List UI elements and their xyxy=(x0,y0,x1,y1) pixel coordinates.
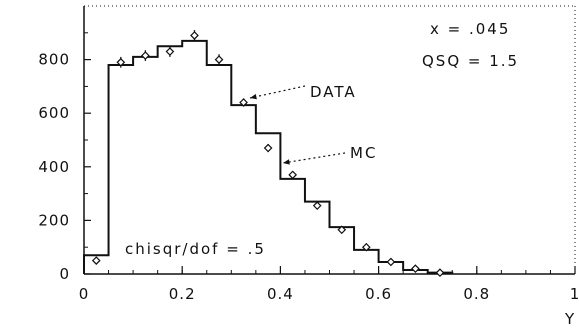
data-label: DATA xyxy=(310,83,357,101)
data-point xyxy=(165,47,175,56)
x-tick-label: 0.4 xyxy=(267,285,294,303)
y-tick-label: 200 xyxy=(38,211,70,229)
x-tick-label: 0.2 xyxy=(169,285,196,303)
mc-label: MC xyxy=(350,144,377,162)
fit-quality-label: chisqr/dof = .5 xyxy=(125,240,266,258)
mc-series-group xyxy=(83,39,454,274)
data-point xyxy=(116,57,126,67)
x-axis-group: 0 0.2 0.4 0.6 0.8 1 xyxy=(79,266,579,303)
annotation-group: x = .045 QSQ = 1.5 DATA MC chisqr/dof = … xyxy=(125,20,575,328)
x-tick-label: 0.6 xyxy=(365,285,392,303)
data-point xyxy=(386,257,396,267)
x-tick-label: 0 xyxy=(79,285,90,303)
mc-arrow xyxy=(282,152,346,164)
y-tick-label: 600 xyxy=(38,104,70,122)
mc-arrow-head xyxy=(283,159,290,165)
y-tick-label: 400 xyxy=(38,158,70,176)
y-tick-label: 800 xyxy=(38,51,70,69)
x-tick-label: 1 xyxy=(570,285,579,303)
data-point xyxy=(435,268,445,278)
y-axis-group: 0 200 400 600 800 xyxy=(38,32,91,283)
data-point xyxy=(411,264,420,273)
data-point xyxy=(239,98,248,107)
data-point xyxy=(214,55,224,64)
data-point xyxy=(263,143,273,153)
data-point xyxy=(190,31,199,40)
data-series-group xyxy=(91,30,445,278)
params-line-2: QSQ = 1.5 xyxy=(422,52,519,70)
data-arrow xyxy=(249,85,306,99)
x-tick-label: 0.8 xyxy=(463,285,490,303)
x-axis-label: Y xyxy=(564,310,575,328)
data-point xyxy=(312,201,322,211)
params-line-1: x = .045 xyxy=(430,20,510,38)
y-tick-label: 0 xyxy=(59,265,70,283)
data-point xyxy=(91,256,101,265)
data-point xyxy=(361,242,371,252)
data-arrow-head xyxy=(250,93,257,100)
mc-histogram-step xyxy=(83,39,454,274)
data-point xyxy=(288,170,298,180)
data-point xyxy=(141,51,150,60)
data-point xyxy=(337,225,347,235)
